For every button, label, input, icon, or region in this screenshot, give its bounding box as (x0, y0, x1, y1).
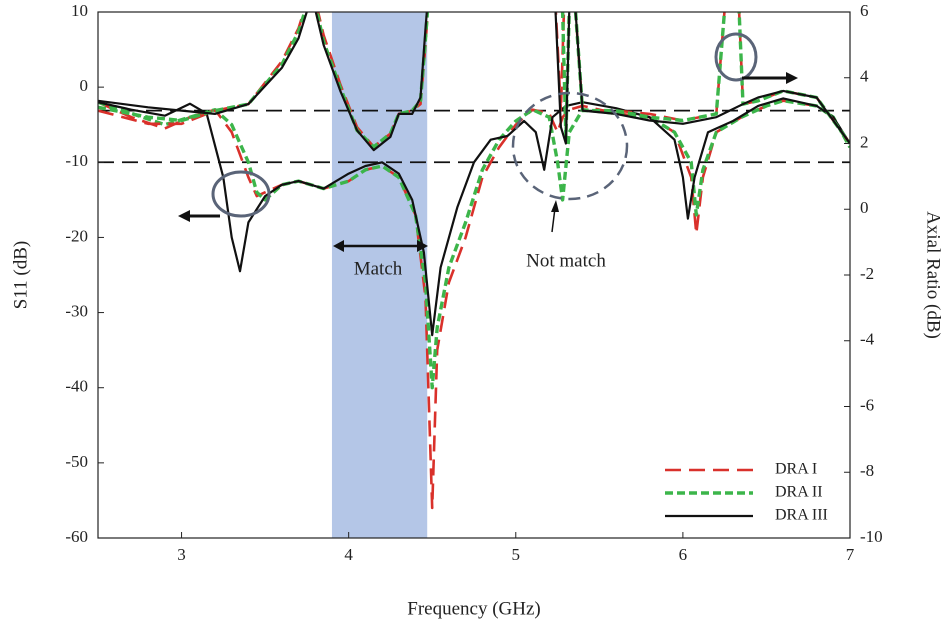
circle-marker (714, 32, 758, 82)
y-tick-label: -30 (65, 301, 88, 320)
y-tick-label: -20 (65, 226, 88, 245)
x-tick-label: 5 (512, 545, 521, 564)
y-tick-label: 10 (71, 1, 88, 20)
annotation: Match (354, 258, 403, 279)
series-line (98, 12, 850, 149)
arrowhead (551, 200, 559, 212)
y2-tick-label: -4 (860, 330, 875, 349)
match-band (331, 12, 428, 538)
series-line (98, 97, 850, 337)
y-tick-label: -50 (65, 452, 88, 471)
y-tick-label: -40 (65, 377, 88, 396)
x-tick-label: 3 (177, 545, 186, 564)
y2-tick-label: 2 (860, 132, 869, 151)
arrowhead (417, 240, 428, 252)
x-tick-label: 7 (846, 545, 855, 564)
x-axis-label: Frequency (GHz) (407, 598, 540, 619)
circle-marker (511, 91, 629, 201)
y2-tick-label: 4 (860, 67, 869, 86)
legend-label: DRA I (775, 461, 817, 478)
y2-tick-label: 0 (860, 198, 869, 217)
arrowhead (786, 72, 798, 84)
y2-tick-label: -8 (860, 461, 874, 480)
plot-frame (97, 11, 851, 539)
annotation: Not match (526, 250, 606, 271)
legend-label: DRA II (775, 484, 823, 501)
arrowhead (178, 210, 190, 222)
y-axis-label: S11 (dB) (10, 241, 31, 309)
arrowhead (333, 240, 344, 252)
y2-tick-label: 6 (860, 1, 869, 20)
x-tick-label: 6 (679, 545, 688, 564)
y-tick-label: -60 (65, 527, 88, 546)
y2-tick-label: -10 (860, 527, 883, 546)
y2-tick-label: -2 (860, 264, 874, 283)
legend-label: DRA III (775, 507, 828, 524)
y-tick-label: 0 (80, 76, 89, 95)
y2-tick-label: -6 (860, 395, 874, 414)
y2-axis-label: Axial Ratio (dB) (923, 211, 944, 339)
circle-marker (211, 170, 271, 218)
series-line (98, 12, 850, 149)
series-line (98, 99, 850, 390)
series-line (98, 12, 850, 152)
x-tick-label: 4 (344, 545, 353, 564)
y-tick-label: -10 (65, 151, 88, 170)
